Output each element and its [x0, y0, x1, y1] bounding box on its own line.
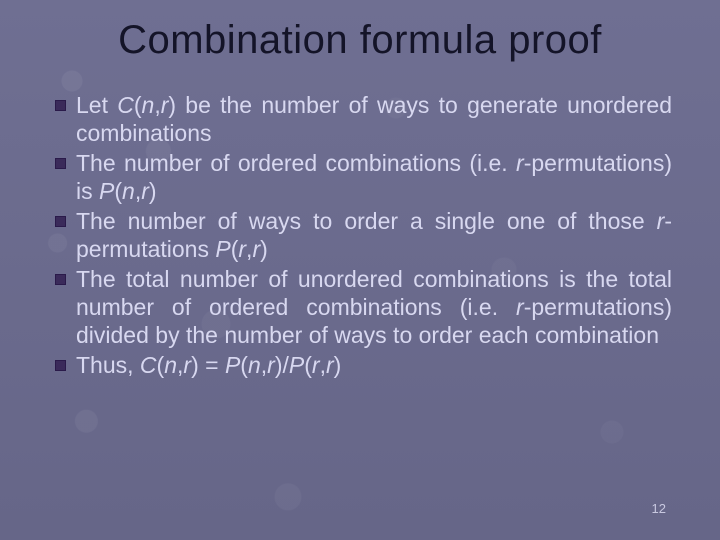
slide-title: Combination formula proof — [48, 18, 672, 63]
list-item: The number of ways to order a single one… — [54, 207, 672, 263]
page-number: 12 — [652, 501, 666, 516]
slide: Combination formula proof Let C(n,r) be … — [0, 0, 720, 540]
list-item: The number of ordered combinations (i.e.… — [54, 149, 672, 205]
list-item: Let C(n,r) be the number of ways to gene… — [54, 91, 672, 147]
bullet-list: Let C(n,r) be the number of ways to gene… — [48, 91, 672, 379]
list-item: The total number of unordered combinatio… — [54, 265, 672, 349]
list-item: Thus, C(n,r) = P(n,r)/P(r,r) — [54, 351, 672, 379]
